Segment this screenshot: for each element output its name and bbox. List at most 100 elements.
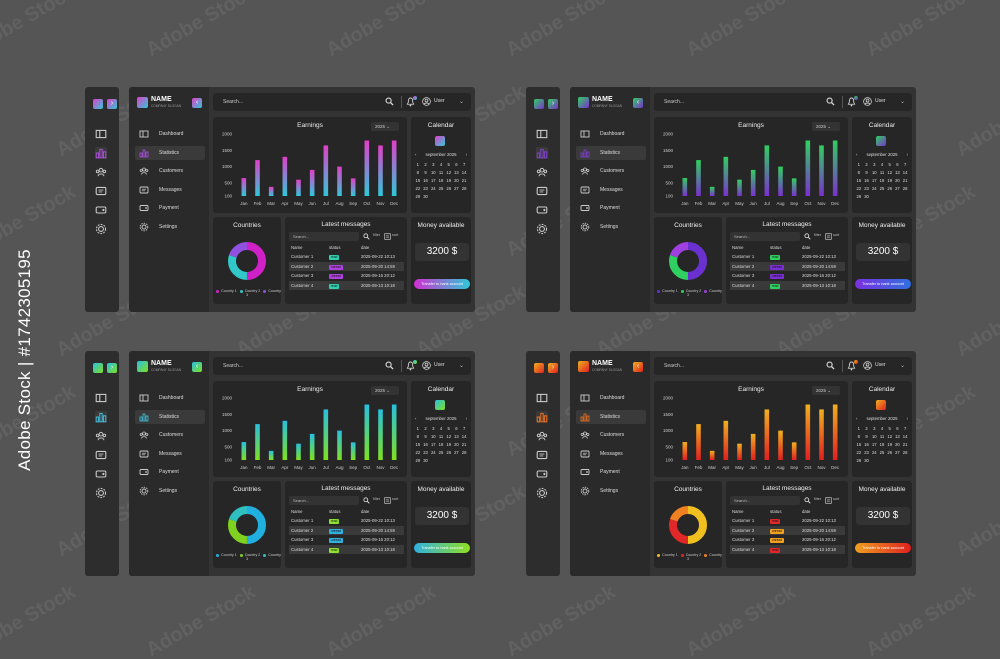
calendar-day[interactable]: 13 [454,170,459,175]
bar-jun[interactable] [309,433,315,460]
calendar-day[interactable]: 30 [864,458,869,463]
bar-jul[interactable] [764,145,770,196]
calendar-day[interactable]: 19 [446,178,452,183]
bar-aug[interactable] [778,430,783,460]
rail-statistics-icon[interactable] [536,411,548,423]
calendar-day[interactable]: 21 [461,178,467,183]
calendar-day[interactable]: 11 [879,170,885,175]
calendar-day[interactable]: 20 [895,442,900,447]
table-row[interactable]: Customer 3 unread 2025-09-16 20:12 [730,535,845,545]
calendar-day[interactable]: 18 [879,442,885,447]
table-row[interactable]: Customer 3 unread 2025-09-16 20:12 [289,271,404,281]
rail-settings-icon[interactable] [536,223,548,235]
sidebar-item-dashboard[interactable]: Dashboard [576,127,646,141]
next-month-icon[interactable]: › [465,416,467,421]
rail-messages-icon[interactable] [95,185,107,197]
expand-button[interactable]: › [548,99,558,109]
bar-jul[interactable] [323,409,329,460]
transfer-button[interactable]: Transfer to bank account [855,279,911,289]
table-row[interactable]: Customer 3 unread 2025-09-16 20:12 [289,535,404,545]
calendar-day[interactable]: 6 [896,426,899,431]
messages-search-input[interactable]: Search... [289,496,359,505]
sidebar-item-settings[interactable]: Settings [135,484,205,498]
sidebar-item-messages[interactable]: Messages [576,447,646,461]
bar-jan[interactable] [682,442,688,460]
year-select[interactable]: 2025 ⌄ [812,386,840,395]
bar-nov[interactable] [819,145,824,196]
calendar-day[interactable]: 30 [423,194,428,199]
calendar-day[interactable]: 19 [887,178,893,183]
calendar-day[interactable]: 2 [865,426,868,431]
prev-month-icon[interactable]: ‹ [415,152,417,157]
calendar-day[interactable]: 11 [438,170,444,175]
calendar-day[interactable]: 2 [865,162,868,167]
bar-jan[interactable] [241,178,247,196]
bell-icon[interactable] [406,97,415,107]
calendar-day[interactable]: 24 [871,186,877,191]
user-avatar-icon[interactable] [422,361,431,370]
filter-icon[interactable] [825,497,832,504]
donut-slice-country-2[interactable] [228,506,266,544]
calendar-day[interactable]: 16 [864,178,869,183]
calendar-day[interactable]: 1 [857,162,861,167]
messages-search-input[interactable]: Search... [730,232,800,241]
bar-oct[interactable] [364,404,370,460]
filter-icon[interactable] [384,497,391,504]
transfer-button[interactable]: Transfer to bank account [855,543,911,553]
calendar-day[interactable]: 25 [879,186,885,191]
rail-dashboard-icon[interactable] [95,128,107,140]
next-month-icon[interactable]: › [906,416,908,421]
calendar-day[interactable]: 25 [438,450,444,455]
table-row[interactable]: Customer 2 unread 2025-09-20 14:59 [289,261,404,271]
calendar-day[interactable]: 18 [438,178,444,183]
calendar-day[interactable]: 30 [864,194,869,199]
calendar-day[interactable]: 8 [857,170,861,175]
rail-customers-icon[interactable] [95,166,107,178]
calendar-day[interactable]: 6 [455,162,458,167]
sidebar-item-statistics[interactable]: Statistics [576,145,646,160]
rail-statistics-icon[interactable] [95,147,107,159]
calendar-day[interactable]: 16 [864,442,869,447]
bar-jun[interactable] [309,169,315,196]
calendar-day[interactable]: 8 [416,434,420,439]
next-month-icon[interactable]: › [906,152,908,157]
bar-aug[interactable] [337,166,342,196]
calendar-day[interactable]: 26 [887,450,893,455]
bar-dec[interactable] [832,140,838,196]
rail-payment-icon[interactable] [95,468,107,480]
calendar-day[interactable]: 21 [461,442,467,447]
calendar-day[interactable]: 17 [871,442,877,447]
calendar-day[interactable]: 12 [446,434,452,439]
rail-statistics-icon[interactable] [95,411,107,423]
calendar-day[interactable]: 20 [454,442,459,447]
prev-month-icon[interactable]: ‹ [856,416,858,421]
bar-may[interactable] [737,179,742,196]
rail-messages-icon[interactable] [536,185,548,197]
calendar-day[interactable]: 15 [856,178,862,183]
search-input[interactable]: Search... [223,99,244,105]
donut-slice-country-2[interactable] [669,506,707,544]
sidebar-item-statistics[interactable]: Statistics [135,409,205,424]
collapse-button[interactable]: ‹ [192,98,202,108]
bell-icon[interactable] [847,97,856,107]
calendar-day[interactable]: 27 [454,450,459,455]
calendar-day[interactable]: 18 [879,178,885,183]
donut-slice-country-3[interactable] [228,242,266,280]
bar-may[interactable] [296,443,301,460]
calendar-day[interactable]: 6 [896,162,899,167]
table-row[interactable]: Customer 1 read 2025-09-22 10:13 [289,252,404,262]
calendar-day[interactable]: 19 [887,442,893,447]
calendar-day[interactable]: 18 [438,442,444,447]
donut-slice-country-3[interactable] [228,506,266,544]
calendar-day[interactable]: 8 [416,170,420,175]
calendar-day[interactable]: 7 [903,426,907,431]
calendar-day[interactable]: 3 [432,162,435,167]
bar-jul[interactable] [764,409,770,460]
bar-mar[interactable] [709,186,715,196]
bar-nov[interactable] [378,409,383,460]
bar-feb[interactable] [696,160,701,196]
calendar-day[interactable]: 30 [423,458,428,463]
bar-mar[interactable] [709,450,715,460]
calendar-day[interactable]: 21 [902,442,908,447]
chevron-down-icon[interactable]: ⌄ [900,99,906,105]
